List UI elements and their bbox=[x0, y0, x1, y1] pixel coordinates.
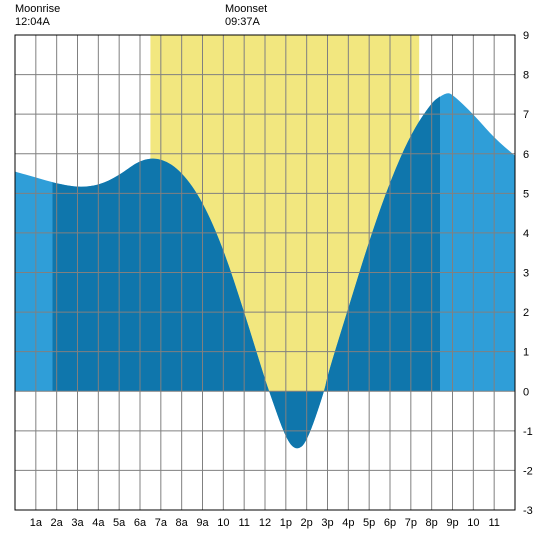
moonrise-value: 12:04A bbox=[15, 16, 51, 28]
x-tick-label: 8p bbox=[426, 517, 438, 529]
moonrise-title: Moonrise bbox=[15, 3, 60, 15]
y-tick-label: 0 bbox=[523, 386, 529, 398]
y-tick-label: 3 bbox=[523, 268, 529, 280]
x-tick-label: 5p bbox=[363, 517, 375, 529]
y-tick-label: 2 bbox=[523, 307, 529, 319]
x-tick-label: 2a bbox=[51, 517, 64, 529]
y-tick-label: -1 bbox=[523, 426, 533, 438]
chart-svg: -3-2-101234567891a2a3a4a5a6a7a8a9a101112… bbox=[0, 0, 550, 550]
y-tick-label: 5 bbox=[523, 188, 529, 200]
y-tick-label: 4 bbox=[523, 228, 529, 240]
x-tick-label: 4p bbox=[342, 517, 354, 529]
x-tick-label: 1a bbox=[30, 517, 43, 529]
y-tick-label: 6 bbox=[523, 149, 529, 161]
x-tick-label: 2p bbox=[301, 517, 313, 529]
x-tick-label: 4a bbox=[92, 517, 105, 529]
x-tick-label: 6p bbox=[384, 517, 396, 529]
x-tick-label: 3p bbox=[321, 517, 333, 529]
x-tick-label: 11 bbox=[238, 517, 249, 529]
x-tick-label: 10 bbox=[217, 517, 229, 529]
y-tick-label: -2 bbox=[523, 465, 533, 477]
x-tick-label: 9p bbox=[446, 517, 458, 529]
x-tick-label: 8a bbox=[176, 517, 189, 529]
moonset-title: Moonset bbox=[225, 3, 267, 15]
x-tick-label: 6a bbox=[134, 517, 147, 529]
y-tick-label: 7 bbox=[523, 109, 529, 121]
x-tick-label: 12 bbox=[259, 517, 271, 529]
x-tick-label: 7a bbox=[155, 517, 168, 529]
x-tick-label: 10 bbox=[467, 517, 479, 529]
y-tick-label: 9 bbox=[523, 30, 529, 42]
y-tick-label: -3 bbox=[523, 505, 533, 517]
x-tick-label: 11 bbox=[488, 517, 499, 529]
tide-chart: -3-2-101234567891a2a3a4a5a6a7a8a9a101112… bbox=[0, 0, 550, 550]
y-tick-label: 8 bbox=[523, 70, 529, 82]
x-tick-label: 3a bbox=[71, 517, 84, 529]
x-tick-label: 1p bbox=[280, 517, 292, 529]
x-tick-label: 9a bbox=[196, 517, 209, 529]
y-tick-label: 1 bbox=[523, 347, 529, 359]
x-axis: 1a 2a 3a 4a 5a 6a 7a 8a 9a 10 11 12 1p 2p 3p 4p 5p 6p 7p 8p… bbox=[30, 517, 500, 529]
x-tick-label: 7p bbox=[405, 517, 417, 529]
moonset-value: 09:37A bbox=[225, 16, 261, 28]
x-tick-label: 5a bbox=[113, 517, 126, 529]
